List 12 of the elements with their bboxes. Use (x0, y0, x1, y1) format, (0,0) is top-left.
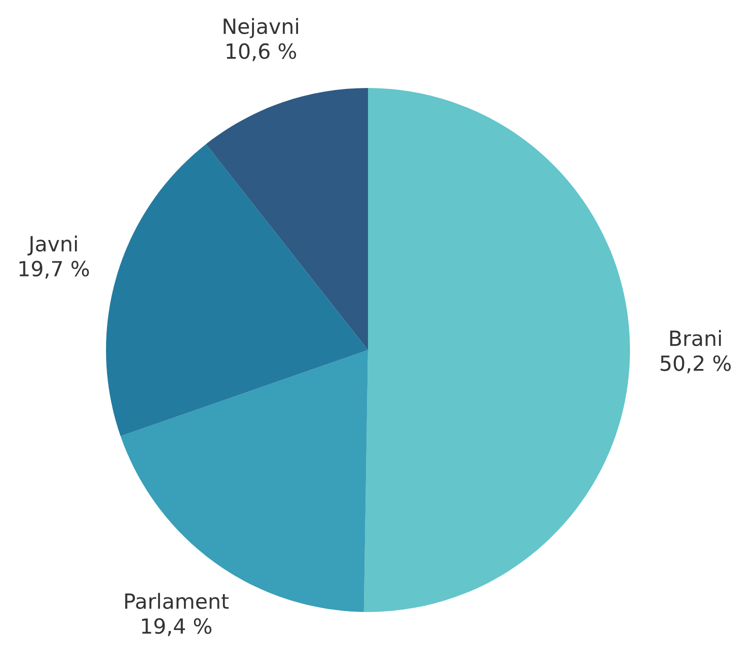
pie-slice (364, 88, 630, 612)
slice-label: Parlament (125, 592, 229, 610)
pie-slice (106, 144, 368, 436)
pie-slice (120, 350, 368, 612)
pie-slice (206, 88, 368, 350)
slice-label: Nejavni (224, 18, 298, 38)
data-label: 19,4 % (142, 618, 212, 636)
slice-label: Javni (27, 236, 77, 256)
slice-label: Brani (670, 330, 721, 346)
data-label: 50,2 % (660, 355, 731, 374)
data-label: 10,6 % (226, 43, 296, 62)
data-label: 19,7 % (20, 260, 89, 279)
